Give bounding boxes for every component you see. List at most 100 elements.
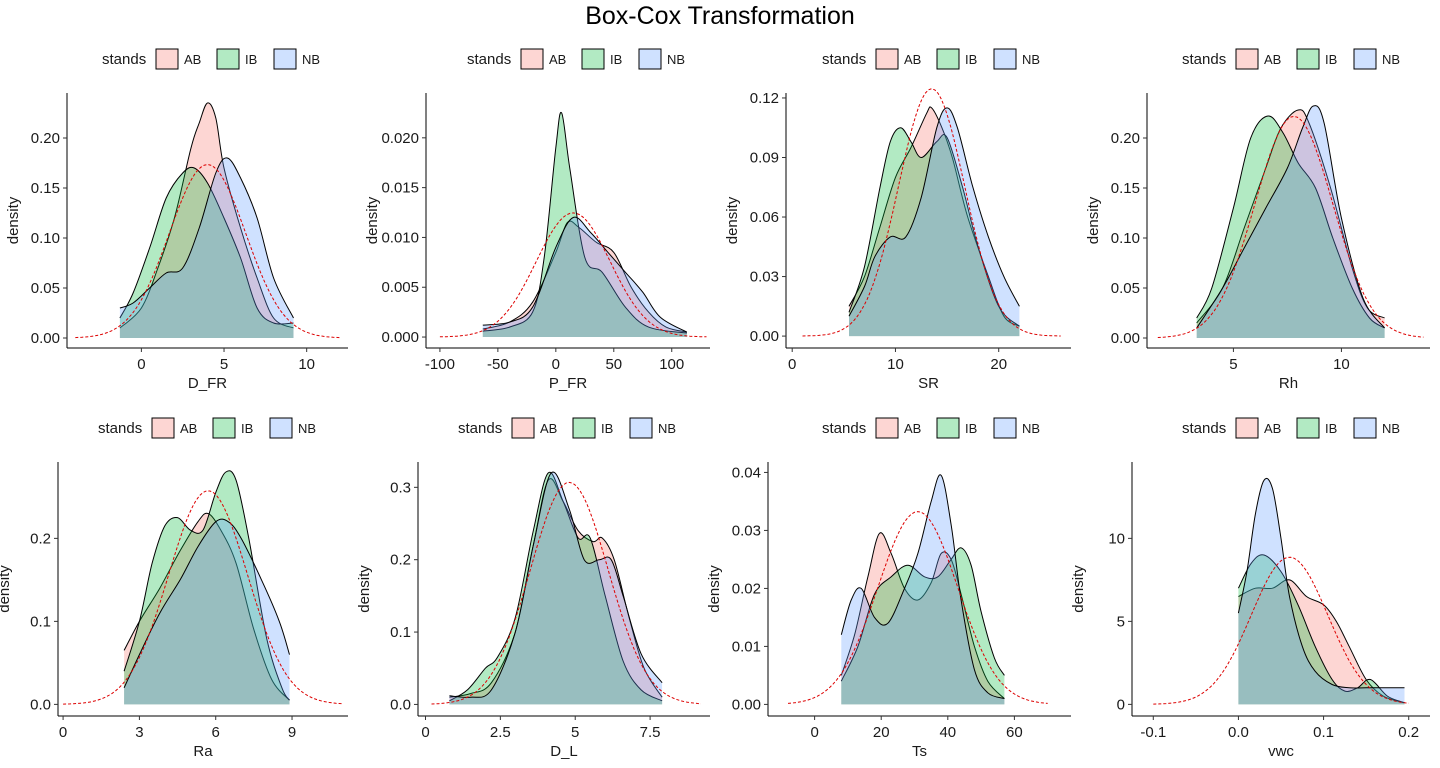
legend-title: stands: [822, 420, 866, 437]
normal-curve: [1157, 115, 1424, 338]
density-line-nb: [449, 471, 663, 698]
legend-title: stands: [98, 420, 142, 437]
x-tick-label: 5: [220, 356, 228, 373]
y-tick-label: 0.0: [390, 696, 411, 713]
y-tick-label: 0.10: [31, 230, 60, 247]
y-axis-label: density: [706, 565, 723, 613]
x-tick-label: -0.1: [1140, 724, 1166, 741]
y-tick-label: 0.00: [732, 696, 761, 713]
density-line-ib: [119, 166, 294, 325]
legend-label-nb: NB: [1022, 421, 1040, 436]
y-tick-label: 0.015: [381, 180, 419, 197]
x-tick-label: 0: [421, 724, 429, 741]
x-tick-label: 3: [135, 724, 143, 741]
x-tick-label: 0: [137, 356, 145, 373]
density-line-ib: [848, 127, 1020, 327]
density-line-nb: [123, 518, 290, 689]
legend-label-ab: AB: [184, 52, 201, 67]
legend-label-nb: NB: [658, 421, 676, 436]
legend-key-nb: [1353, 417, 1377, 439]
panel-ts: stands AB IB NB 0 20 40 60 0.00 0.01 0.02 0.03 0.04 T…: [706, 417, 1071, 760]
x-tick-label: 0.0: [1228, 724, 1249, 741]
density-area-ab: [124, 513, 290, 705]
y-tick-label: 0.2: [30, 530, 51, 547]
normal-curve: [802, 88, 1061, 337]
x-tick-label: 0.2: [1398, 724, 1419, 741]
density-area-ab: [1196, 109, 1385, 339]
density-area-nb: [841, 474, 1005, 705]
x-tick-label: -50: [487, 356, 509, 373]
y-tick-label: 10: [1108, 530, 1125, 547]
legend-label-ib: IB: [241, 421, 253, 436]
density-area-ab: [849, 106, 1020, 337]
legend-label-ib: IB: [965, 421, 977, 436]
density-area-ib: [849, 127, 1020, 337]
legend-label-ab: AB: [1264, 52, 1281, 67]
density-area-ib: [449, 472, 663, 705]
density-area-nb: [119, 157, 294, 338]
legend-title: stands: [1182, 51, 1226, 68]
density-area-ib: [1196, 115, 1385, 339]
y-axis-label: density: [0, 565, 13, 613]
panel-p_fr: stands AB IB NB -100 -50 0 50 100 0.000 0.005 0.010…: [364, 48, 710, 392]
legend-label-nb: NB: [1382, 421, 1400, 436]
x-tick-label: 40: [939, 724, 956, 741]
legend-key-nb: [993, 48, 1017, 70]
legend-key-nb: [629, 417, 653, 439]
legend-key-nb: [993, 417, 1017, 439]
y-tick-label: 0: [1117, 696, 1125, 713]
legend-key-ib: [1296, 48, 1320, 70]
density-line-ab: [119, 102, 294, 329]
legend-key-nb: [1353, 48, 1377, 70]
x-tick-label: 7.5: [640, 724, 661, 741]
y-tick-label: 0.03: [732, 522, 761, 539]
legend-key-ab: [511, 417, 535, 439]
legend-key-ab: [520, 48, 544, 70]
legend-label-ab: AB: [904, 52, 921, 67]
legend-key-ib: [581, 48, 605, 70]
density-area-nb: [482, 217, 687, 337]
y-tick-label: 0.15: [31, 180, 60, 197]
legend-label-nb: NB: [298, 421, 316, 436]
density-area-nb: [1196, 105, 1385, 339]
density-area-nb: [1238, 478, 1405, 705]
legend-label-ib: IB: [610, 52, 622, 67]
y-tick-label: 0.00: [31, 330, 60, 347]
density-line-ib: [482, 111, 687, 334]
x-tick-label: 10: [887, 356, 904, 373]
y-tick-label: 0.00: [1111, 330, 1140, 347]
density-line-ib: [1196, 115, 1385, 329]
legend-label-nb: NB: [1022, 52, 1040, 67]
x-axis-label: SR: [918, 375, 939, 392]
legend-title: stands: [822, 51, 866, 68]
legend-key-ab: [155, 48, 179, 70]
density-line-ib: [840, 547, 1005, 682]
legend-key-ib: [212, 417, 236, 439]
legend-label-ib: IB: [601, 421, 613, 436]
normal-curve: [431, 481, 702, 705]
panel-ra: stands AB IB NB 0 3 6 9 0.0 0.1 0.2 Ra density: [0, 417, 348, 760]
x-axis-label: D_L: [550, 743, 578, 760]
normal-curve: [787, 511, 1048, 704]
density-area-ab: [482, 221, 687, 337]
density-area-ab: [119, 102, 294, 339]
x-tick-label: 5: [1229, 356, 1237, 373]
page-title: Box-Cox Transformation: [585, 2, 855, 30]
density-line-ab: [840, 532, 1005, 699]
density-area-ib: [482, 112, 687, 338]
density-line-nb: [840, 474, 1005, 700]
legend-label-ib: IB: [245, 52, 257, 67]
y-tick-label: 0.20: [31, 130, 60, 147]
legend-label-ab: AB: [180, 421, 197, 436]
x-tick-label: 2.5: [490, 724, 511, 741]
y-tick-label: 0.2: [390, 552, 411, 569]
x-tick-label: 0: [810, 724, 818, 741]
y-tick-label: 0.20: [1111, 130, 1140, 147]
x-tick-label: 6: [212, 724, 220, 741]
density-area-ib: [119, 167, 294, 338]
y-tick-label: 0.09: [750, 149, 779, 166]
y-tick-label: 0.05: [1111, 280, 1140, 297]
x-tick-label: 100: [659, 356, 684, 373]
density-line-ab: [1196, 109, 1385, 324]
x-tick-label: 10: [1333, 356, 1350, 373]
